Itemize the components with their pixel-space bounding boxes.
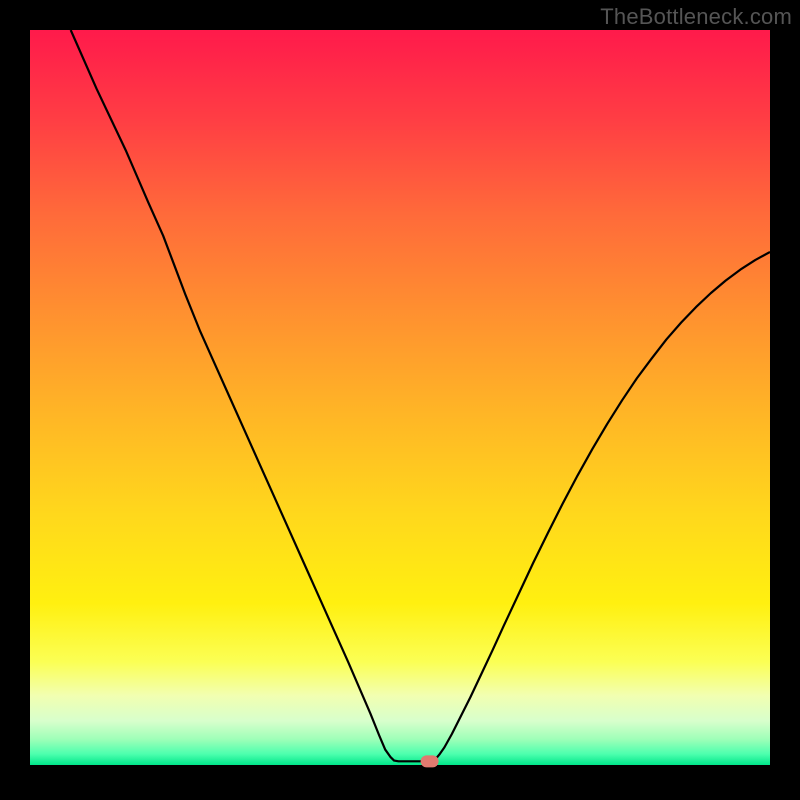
watermark-text: TheBottleneck.com — [600, 4, 792, 30]
optimal-marker — [421, 755, 439, 767]
plot-background — [30, 30, 770, 765]
chart-frame: { "watermark": { "text": "TheBottleneck.… — [0, 0, 800, 800]
bottleneck-chart — [0, 0, 800, 800]
